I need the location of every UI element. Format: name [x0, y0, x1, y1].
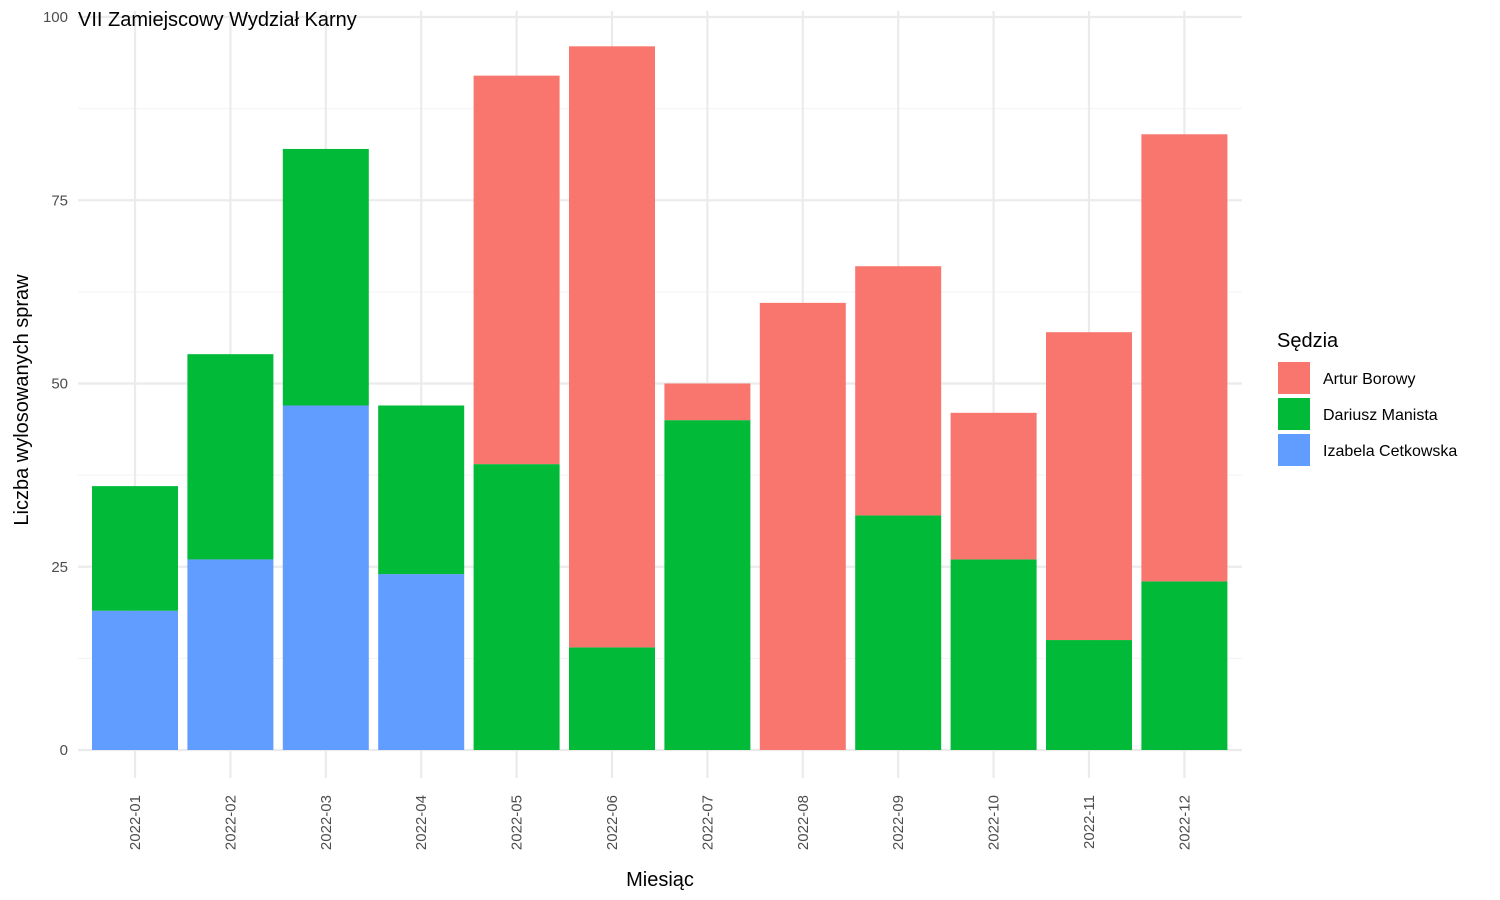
x-tick-label: 2022-06 — [604, 795, 621, 850]
legend-label: Dariusz Manista — [1323, 407, 1438, 424]
bars — [92, 46, 1228, 750]
x-tick-label: 2022-05 — [509, 795, 526, 850]
y-axis-title: Liczba wylosowanych spraw — [11, 274, 33, 526]
legend: Sędzia Artur Borowy Dariusz Manista Izabel… — [1277, 330, 1457, 466]
x-tick-label: 2022-11 — [1081, 795, 1098, 849]
x-tick-label: 2022-01 — [127, 795, 144, 850]
x-tick-label: 2022-10 — [986, 795, 1003, 850]
x-tick-label: 2022-04 — [413, 795, 430, 850]
y-tick-label: 25 — [51, 559, 68, 576]
bar-segment — [569, 46, 655, 648]
bar-segment — [187, 354, 274, 560]
legend-label: Izabela Cetkowska — [1323, 443, 1457, 460]
bar-segment — [378, 574, 465, 750]
bar-segment — [1141, 581, 1228, 750]
bar-segment — [92, 486, 178, 611]
bar-segment — [855, 515, 942, 750]
y-tick-label: 100 — [43, 9, 68, 26]
bar-segment — [282, 405, 369, 750]
x-tick-label: 2022-07 — [699, 795, 716, 850]
bar-segment — [1046, 640, 1132, 750]
y-tick-label: 0 — [60, 742, 68, 759]
bar-segment — [950, 559, 1037, 750]
legend-label: Artur Borowy — [1323, 371, 1415, 388]
bar-segment — [759, 302, 846, 750]
x-axis-title: Miesiąc — [626, 869, 694, 891]
legend-swatch — [1278, 434, 1310, 466]
chart-title: VII Zamiejscowy Wydział Karny — [78, 9, 357, 31]
x-tick-label: 2022-08 — [795, 795, 812, 850]
bar-segment — [187, 559, 274, 750]
bar-segment — [378, 405, 465, 575]
bar-segment — [569, 647, 655, 750]
bar-segment — [950, 412, 1037, 560]
bar-segment — [473, 464, 560, 750]
bar-segment — [473, 75, 560, 465]
bar-segment — [664, 383, 751, 421]
x-tick-label: 2022-03 — [318, 795, 335, 850]
y-axis-ticks: 0 25 50 75 100 — [43, 9, 68, 759]
legend-title: Sędzia — [1277, 330, 1339, 352]
x-axis-ticks: 2022-01 2022-02 2022-03 2022-04 2022-05 2022-… — [127, 795, 1193, 850]
bar-segment — [855, 266, 942, 516]
legend-swatch — [1278, 362, 1310, 394]
bar-segment — [1141, 134, 1228, 582]
x-tick-label: 2022-09 — [890, 795, 907, 850]
bar-segment — [92, 610, 178, 750]
x-tick-label: 2022-02 — [222, 795, 239, 850]
y-tick-label: 50 — [51, 376, 68, 393]
legend-swatch — [1278, 398, 1310, 430]
bar-segment — [1046, 332, 1132, 641]
bar-segment — [664, 420, 751, 750]
bar-segment — [282, 148, 369, 406]
x-tick-label: 2022-12 — [1176, 795, 1193, 850]
y-tick-label: 75 — [51, 192, 68, 209]
